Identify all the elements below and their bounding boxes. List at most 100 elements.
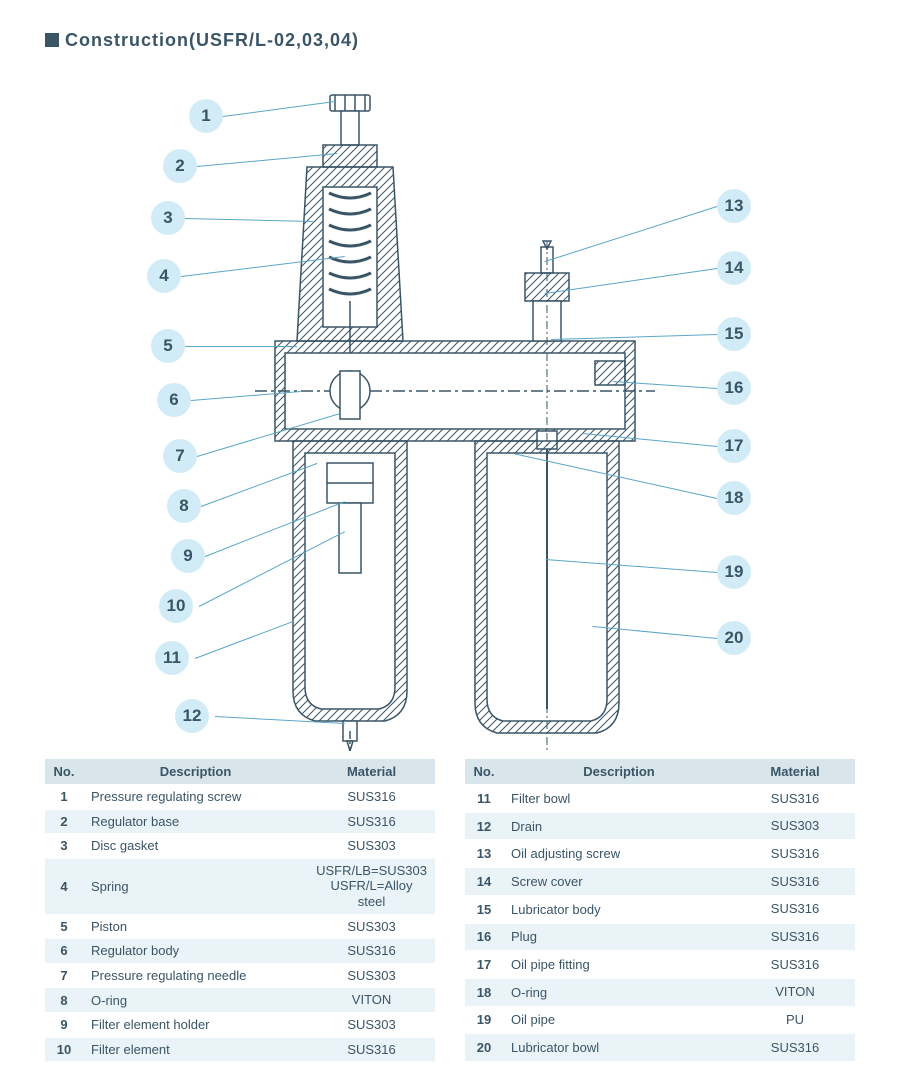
cell-mat: SUS316 (735, 1034, 855, 1062)
cell-desc: O-ring (83, 988, 308, 1013)
callout-18: 18 (717, 481, 751, 515)
cell-desc: O-ring (503, 978, 735, 1006)
cell-desc: Pressure regulating screw (83, 785, 308, 810)
leader-line (185, 346, 297, 347)
callout-10: 10 (159, 589, 193, 623)
callout-9: 9 (171, 539, 205, 573)
title-bullet-icon (45, 33, 59, 47)
cell-mat: SUS303 (308, 1012, 435, 1037)
cell-mat: SUS303 (308, 963, 435, 988)
callout-13: 13 (717, 189, 751, 223)
table-row: 2Regulator baseSUS316 (45, 809, 435, 834)
table-row: 11Filter bowlSUS316 (465, 785, 855, 813)
callout-17: 17 (717, 429, 751, 463)
cell-desc: Pressure regulating needle (83, 963, 308, 988)
cell-desc: Screw cover (503, 868, 735, 896)
cell-no: 4 (45, 858, 83, 914)
cell-mat: SUS316 (735, 785, 855, 813)
cell-no: 1 (45, 785, 83, 810)
title-text: Construction(USFR/L-02,03,04) (65, 30, 359, 50)
table-row: 9Filter element holderSUS303 (45, 1012, 435, 1037)
cross-section-svg (245, 91, 665, 751)
table-row: 6Regulator bodySUS316 (45, 939, 435, 964)
table-row: 5PistonSUS303 (45, 914, 435, 939)
table-row: 20Lubricator bowlSUS316 (465, 1034, 855, 1062)
table-row: 4SpringUSFR/LB=SUS303USFR/L=Alloy steel (45, 858, 435, 914)
cell-no: 9 (45, 1012, 83, 1037)
cell-mat: SUS303 (308, 914, 435, 939)
cell-desc: Lubricator body (503, 895, 735, 923)
callout-1: 1 (189, 99, 223, 133)
cell-mat: SUS316 (735, 868, 855, 896)
callout-3: 3 (151, 201, 185, 235)
cell-mat: SUS316 (308, 939, 435, 964)
parts-table-right: No. Description Material 11Filter bowlSU… (465, 759, 855, 1062)
callout-8: 8 (167, 489, 201, 523)
parts-tbody-right: 11Filter bowlSUS31612DrainSUS30313Oil ad… (465, 785, 855, 1062)
cell-mat: SUS316 (735, 923, 855, 951)
page-title: Construction(USFR/L-02,03,04) (45, 30, 865, 51)
construction-diagram: 1234567891011121314151617181920 (45, 61, 865, 751)
cell-desc: Regulator body (83, 939, 308, 964)
parts-table-left: No. Description Material 1Pressure regul… (45, 759, 435, 1062)
cell-mat: SUS316 (735, 895, 855, 923)
cell-mat: SUS303 (735, 812, 855, 840)
cell-desc: Disc gasket (83, 834, 308, 859)
cell-desc: Filter element holder (83, 1012, 308, 1037)
table-row: 10Filter elementSUS316 (45, 1037, 435, 1062)
callout-12: 12 (175, 699, 209, 733)
col-desc: Description (503, 759, 735, 785)
parts-tables: No. Description Material 1Pressure regul… (45, 759, 865, 1062)
cell-no: 17 (465, 951, 503, 979)
cell-no: 5 (45, 914, 83, 939)
cell-no: 2 (45, 809, 83, 834)
cell-mat: SUS316 (735, 951, 855, 979)
cell-mat: SUS316 (308, 1037, 435, 1062)
cell-no: 19 (465, 1006, 503, 1034)
cell-no: 10 (45, 1037, 83, 1062)
cell-mat: VITON (308, 988, 435, 1013)
callout-11: 11 (155, 641, 189, 675)
cell-no: 16 (465, 923, 503, 951)
parts-tbody-left: 1Pressure regulating screwSUS3162Regulat… (45, 785, 435, 1062)
table-row: 13Oil adjusting screwSUS316 (465, 840, 855, 868)
table-row: 7Pressure regulating needleSUS303 (45, 963, 435, 988)
col-desc: Description (83, 759, 308, 785)
cell-desc: Oil pipe (503, 1006, 735, 1034)
cell-mat: PU (735, 1006, 855, 1034)
cell-desc: Oil adjusting screw (503, 840, 735, 868)
callout-20: 20 (717, 621, 751, 655)
table-row: 8O-ringVITON (45, 988, 435, 1013)
table-row: 18O-ringVITON (465, 978, 855, 1006)
col-no: No. (465, 759, 503, 785)
table-row: 15Lubricator bodySUS316 (465, 895, 855, 923)
callout-5: 5 (151, 329, 185, 363)
cell-no: 14 (465, 868, 503, 896)
cell-desc: Oil pipe fitting (503, 951, 735, 979)
cell-no: 20 (465, 1034, 503, 1062)
cell-no: 7 (45, 963, 83, 988)
callout-16: 16 (717, 371, 751, 405)
cell-desc: Piston (83, 914, 308, 939)
cell-no: 6 (45, 939, 83, 964)
cell-no: 11 (465, 785, 503, 813)
cell-desc: Filter bowl (503, 785, 735, 813)
cell-no: 8 (45, 988, 83, 1013)
callout-19: 19 (717, 555, 751, 589)
table-row: 16PlugSUS316 (465, 923, 855, 951)
callout-15: 15 (717, 317, 751, 351)
cell-mat: SUS316 (308, 785, 435, 810)
cell-desc: Drain (503, 812, 735, 840)
cell-desc: Regulator base (83, 809, 308, 834)
table-row: 17Oil pipe fittingSUS316 (465, 951, 855, 979)
cell-no: 18 (465, 978, 503, 1006)
cell-desc: Spring (83, 858, 308, 914)
cell-no: 15 (465, 895, 503, 923)
col-mat: Material (735, 759, 855, 785)
cell-no: 13 (465, 840, 503, 868)
callout-14: 14 (717, 251, 751, 285)
cell-desc: Lubricator bowl (503, 1034, 735, 1062)
col-mat: Material (308, 759, 435, 785)
cell-mat: SUS316 (308, 809, 435, 834)
cell-mat: SUS316 (735, 840, 855, 868)
